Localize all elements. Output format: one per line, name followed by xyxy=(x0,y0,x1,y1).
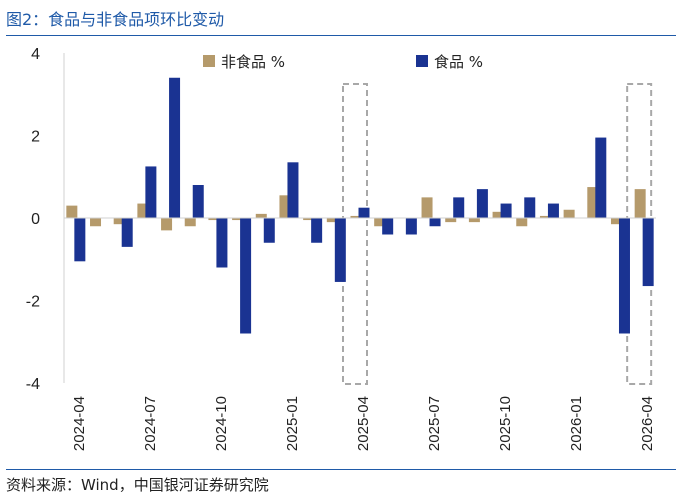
bar-food xyxy=(642,218,654,287)
bar-non-food xyxy=(445,218,457,223)
bar-food xyxy=(476,189,488,218)
bar-non-food xyxy=(303,218,315,221)
bar-food xyxy=(358,207,370,218)
bar-food xyxy=(216,218,228,268)
bar-food xyxy=(524,197,536,218)
bar-non-food xyxy=(326,218,338,223)
bar-non-food xyxy=(66,205,78,218)
x-tick-label: 2025-10 xyxy=(497,396,514,451)
legend-swatch xyxy=(416,55,428,67)
legend-swatch xyxy=(203,55,215,67)
y-tick-label: 0 xyxy=(31,211,40,228)
x-tick-label: 2025-04 xyxy=(355,396,372,451)
bar-food xyxy=(263,218,275,243)
legend-label: 食品 % xyxy=(434,53,483,71)
bar-non-food xyxy=(539,215,551,218)
bar-food xyxy=(334,218,346,282)
bar-non-food xyxy=(374,218,386,227)
bar-food xyxy=(74,218,86,262)
bar-non-food xyxy=(208,218,220,221)
bar-food xyxy=(192,185,204,218)
bar-non-food xyxy=(161,218,173,231)
title-rule xyxy=(6,35,676,36)
x-tick-label: 2025-01 xyxy=(284,396,301,451)
y-tick-label: -4 xyxy=(26,376,40,393)
x-tick-label: 2024-10 xyxy=(213,396,230,451)
bar-food xyxy=(547,203,559,218)
bar-food xyxy=(311,218,323,243)
bar-non-food xyxy=(350,215,362,218)
bar-food xyxy=(121,218,133,247)
bar-non-food xyxy=(516,218,528,227)
y-tick-label: -2 xyxy=(26,294,40,311)
bar-food xyxy=(618,218,630,334)
bar-food xyxy=(287,162,299,218)
bar-non-food xyxy=(610,218,622,225)
bar-non-food xyxy=(468,218,480,223)
y-tick-label: 4 xyxy=(31,46,40,63)
bar-non-food xyxy=(255,213,267,218)
legend-label: 非食品 % xyxy=(221,53,285,71)
bar-non-food xyxy=(563,209,575,218)
bar-food xyxy=(240,218,252,334)
bar-food xyxy=(453,197,465,218)
bar-non-food xyxy=(421,197,433,218)
figure-title: 图2：食品与非食品项环比变动 xyxy=(6,10,225,29)
bar-non-food xyxy=(492,211,504,218)
bar-non-food xyxy=(587,187,599,218)
x-tick-label: 2024-04 xyxy=(71,396,88,451)
bar-non-food xyxy=(90,218,102,227)
bar-non-food xyxy=(634,189,646,218)
bar-non-food xyxy=(232,218,244,221)
source-rule xyxy=(6,469,676,470)
source-note: 资料来源：Wind，中国银河证券研究院 xyxy=(6,476,269,494)
bar-food xyxy=(169,77,181,218)
bar-food xyxy=(500,203,512,218)
x-tick-label: 2025-07 xyxy=(426,396,443,451)
bar-food xyxy=(595,137,607,218)
bar-food xyxy=(405,218,417,235)
bar-food xyxy=(145,166,157,218)
y-tick-label: 2 xyxy=(31,129,40,146)
highlight-box xyxy=(342,83,368,385)
bar-non-food xyxy=(279,195,291,218)
bar-non-food xyxy=(184,218,196,227)
x-tick-label: 2024-07 xyxy=(142,396,159,451)
x-tick-label: 2026-04 xyxy=(639,396,656,451)
bar-food xyxy=(429,218,441,227)
bar-non-food xyxy=(113,218,125,225)
x-tick-label: 2026-01 xyxy=(568,396,585,451)
bar-non-food xyxy=(137,203,149,218)
bar-food xyxy=(382,218,394,235)
